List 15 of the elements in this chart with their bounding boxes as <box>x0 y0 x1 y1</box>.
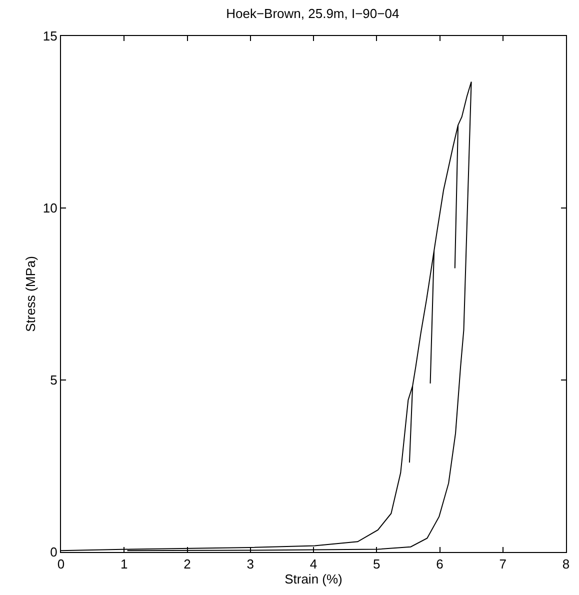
x-tick-label: 2 <box>184 556 191 572</box>
y-tick-label: 10 <box>42 200 58 216</box>
x-tick-label: 5 <box>373 556 380 572</box>
x-tick-label: 1 <box>120 556 128 572</box>
chart-title: Hoek−Brown, 25.9m, I−90−04 <box>226 6 400 22</box>
x-tick-label: 7 <box>499 556 506 572</box>
x-tick-label: 8 <box>562 556 570 572</box>
y-tick-label: 5 <box>50 372 58 388</box>
x-tick-label: 3 <box>246 556 254 572</box>
y-tick-label: 15 <box>42 28 58 44</box>
y-axis-title: Stress (MPa) <box>22 256 38 332</box>
x-axis-title: Strain (%) <box>284 572 342 587</box>
x-tick-label: 4 <box>310 556 318 572</box>
y-tick-label: 0 <box>50 544 58 560</box>
x-tick-label: 6 <box>436 556 444 572</box>
